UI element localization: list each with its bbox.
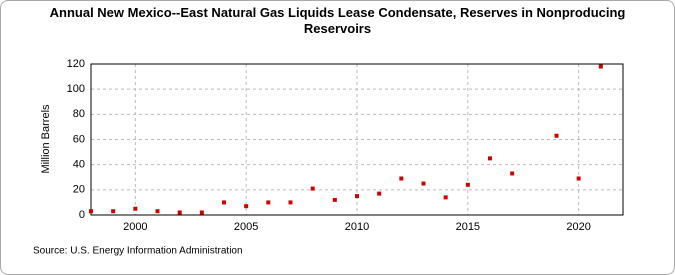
point [465,182,470,187]
point [244,204,249,209]
point [222,200,226,205]
point [399,176,404,181]
plot-frame [90,63,624,216]
point [177,210,182,215]
point [377,191,382,196]
point [310,186,315,191]
point [355,194,359,199]
y-tick-label: 0 [79,209,85,221]
x-tick-label: 2005 [234,221,258,233]
x-tick-label: 2020 [566,221,590,233]
y-tick-label: 100 [67,83,85,95]
y-tick-label: 80 [73,108,85,120]
point [510,171,515,176]
y-tick-label: 120 [67,58,85,70]
point [266,200,271,205]
point [576,176,581,181]
point [288,200,293,205]
point [199,210,204,215]
x-tick-label: 2000 [123,221,147,233]
x-tick-label: 2010 [345,221,369,233]
point [111,209,116,214]
point [421,181,426,186]
y-tick-label: 60 [73,133,85,145]
point [554,133,559,138]
point [89,209,93,214]
chart-title: Annual New Mexico--East Natural Gas Liqu… [49,5,626,36]
y-tick-label: 20 [73,184,85,196]
point [488,156,492,161]
point [598,64,603,69]
point [332,197,337,202]
x-tick-label: 2015 [456,221,480,233]
y-axis-label: Million Barrels [40,104,52,174]
point [133,206,138,211]
point [155,209,160,214]
source: Source: U.S. Energy Information Administ… [33,246,243,257]
point [443,195,448,200]
y-tick-label: 40 [73,159,85,171]
